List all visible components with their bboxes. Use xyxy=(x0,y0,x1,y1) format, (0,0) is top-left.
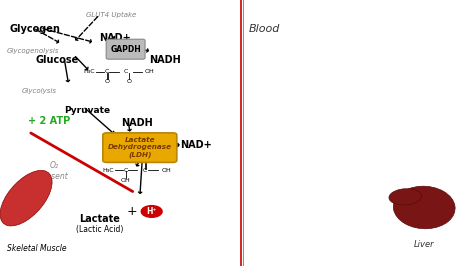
Text: H₃C: H₃C xyxy=(83,69,95,74)
Text: Glycolysis: Glycolysis xyxy=(21,88,56,94)
Text: NAD+: NAD+ xyxy=(100,33,131,43)
FancyBboxPatch shape xyxy=(103,133,177,162)
Text: H⁺: H⁺ xyxy=(146,207,157,216)
Text: Glycogenolysis: Glycogenolysis xyxy=(7,48,60,54)
Text: O₂: O₂ xyxy=(50,161,59,170)
Text: H₃C: H₃C xyxy=(102,168,114,173)
Circle shape xyxy=(141,206,162,217)
Ellipse shape xyxy=(0,171,52,226)
Text: OH: OH xyxy=(121,178,130,183)
Text: OH: OH xyxy=(161,168,171,173)
Text: O: O xyxy=(142,157,147,162)
Text: Glucose: Glucose xyxy=(35,55,79,65)
Text: NADH: NADH xyxy=(121,118,153,128)
Text: GAPDH: GAPDH xyxy=(110,45,141,54)
Text: Lactate
Dehydrogenase
(LDH): Lactate Dehydrogenase (LDH) xyxy=(108,137,172,158)
Text: C: C xyxy=(123,69,128,74)
Text: C: C xyxy=(142,168,147,173)
Text: Absent: Absent xyxy=(41,172,68,181)
Text: Skeletal Muscle: Skeletal Muscle xyxy=(7,244,67,253)
Text: NADH: NADH xyxy=(149,55,181,65)
Text: Blood: Blood xyxy=(249,24,280,34)
Ellipse shape xyxy=(393,186,455,229)
Text: GLUT4 Uptake: GLUT4 Uptake xyxy=(86,12,137,18)
Text: C: C xyxy=(104,69,109,74)
Ellipse shape xyxy=(389,189,421,205)
Text: (Lactic Acid): (Lactic Acid) xyxy=(76,225,123,234)
Text: C: C xyxy=(123,168,128,173)
Text: Liver: Liver xyxy=(414,240,435,250)
Text: Pyruvate: Pyruvate xyxy=(64,106,110,115)
Text: + 2 ATP: + 2 ATP xyxy=(28,116,71,126)
Text: +: + xyxy=(127,205,137,218)
Text: O: O xyxy=(104,79,109,84)
Text: O: O xyxy=(127,79,132,84)
Text: Glycogen: Glycogen xyxy=(9,24,60,34)
Text: OH: OH xyxy=(145,69,155,74)
FancyBboxPatch shape xyxy=(106,39,145,59)
Text: Lactate: Lactate xyxy=(79,214,120,224)
Text: NAD+: NAD+ xyxy=(180,140,212,150)
